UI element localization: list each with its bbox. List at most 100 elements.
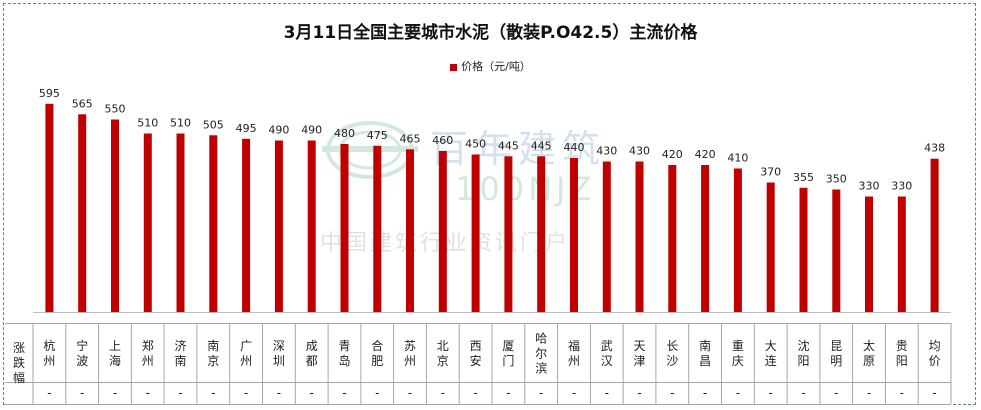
- bar-苏州: [406, 149, 414, 313]
- bar-福州: [570, 158, 578, 312]
- data-label: 495: [236, 122, 257, 135]
- bar-哈尔滨: [537, 156, 546, 313]
- bar-广州: [242, 138, 251, 313]
- bar-贵阳: [897, 196, 906, 312]
- bar-北京: [438, 151, 447, 312]
- table-change-value: -: [310, 386, 314, 400]
- x-tick-label: 杭州: [43, 338, 55, 368]
- table-change-value: -: [441, 386, 445, 400]
- legend: 价格（元/吨）: [0, 58, 981, 74]
- x-tick-label: 太原: [863, 338, 875, 368]
- x-tick-label: 深圳: [273, 339, 285, 368]
- bar-均价: [930, 158, 939, 312]
- table-row-label: 涨跌幅: [13, 340, 25, 385]
- x-tick-label: 武汉: [601, 339, 613, 368]
- data-label: 565: [72, 97, 93, 110]
- x-tick-label: 济南: [174, 338, 186, 368]
- x-tick-label: 昆明: [830, 339, 842, 368]
- x-tick-label: 北京: [437, 339, 449, 368]
- x-tick-label: 上海: [109, 339, 121, 368]
- table-change-value: -: [637, 386, 641, 400]
- bar-天津: [635, 161, 644, 312]
- chart-title: 3月11日全国主要城市水泥（散装P.O42.5）主流价格: [283, 23, 698, 43]
- table-change-value: -: [408, 386, 412, 400]
- x-tick-label: 宁波: [76, 338, 88, 368]
- table-change-value: -: [146, 386, 150, 400]
- data-label: 550: [105, 103, 126, 116]
- bar-重庆: [733, 168, 742, 312]
- data-label: 450: [465, 138, 486, 151]
- bar-上海: [111, 119, 119, 312]
- bar-成都: [307, 140, 316, 312]
- data-label: 410: [727, 152, 748, 165]
- data-label: 430: [629, 145, 650, 158]
- table-change-value: -: [801, 386, 805, 400]
- bar-西安: [471, 154, 480, 312]
- data-label: 440: [564, 141, 585, 154]
- table-change-value: -: [80, 386, 84, 400]
- data-label: 490: [268, 124, 289, 137]
- table-change-value: -: [375, 386, 379, 400]
- bar-郑州: [143, 133, 152, 312]
- data-label: 445: [531, 139, 552, 152]
- data-label: 475: [367, 129, 388, 142]
- data-label: 490: [301, 124, 322, 137]
- x-tick-label: 大连: [765, 339, 777, 368]
- legend-swatch: [450, 63, 458, 71]
- data-label: 370: [760, 166, 781, 179]
- data-label: 350: [826, 173, 847, 186]
- x-tick-label: 长沙: [666, 339, 678, 368]
- x-tick-label: 苏州: [404, 339, 416, 368]
- table-change-value: -: [342, 386, 346, 400]
- table-change-value: -: [834, 386, 838, 400]
- data-label: 420: [662, 148, 683, 161]
- table-change-value: -: [244, 386, 248, 400]
- x-tick-label: 沈阳: [797, 338, 809, 368]
- x-tick-label: 哈尔滨: [535, 332, 547, 376]
- data-label: 595: [39, 87, 60, 100]
- table-change-value: -: [736, 386, 740, 400]
- x-tick-label: 重庆: [732, 339, 744, 368]
- x-tick-label: 郑州: [142, 338, 154, 368]
- table-change-value: -: [211, 386, 215, 400]
- x-tick-label: 厦门: [502, 339, 514, 368]
- x-tick-label: 均价: [929, 339, 941, 368]
- table-change-value: -: [113, 386, 117, 400]
- table-change-value: -: [277, 386, 281, 400]
- bar-合肥: [373, 145, 382, 313]
- legend-label: 价格（元/吨）: [461, 60, 531, 73]
- data-label: 330: [859, 180, 880, 193]
- data-label: 460: [432, 134, 453, 147]
- x-tick-label: 南京: [207, 338, 219, 368]
- table-change-value: -: [769, 386, 773, 400]
- bar-青岛: [340, 144, 349, 312]
- table-change-value: -: [670, 386, 674, 400]
- bar-杭州: [45, 103, 54, 313]
- table-change-value: -: [867, 386, 871, 400]
- x-tick-label: 合肥: [371, 338, 383, 368]
- bar-武汉: [602, 161, 611, 312]
- bar-南京: [209, 135, 218, 313]
- table-change-value: -: [539, 386, 543, 400]
- data-label: 420: [695, 148, 716, 161]
- bar-济南: [176, 133, 185, 312]
- x-tick-label: 天津: [633, 339, 645, 368]
- table-change-value: -: [178, 386, 182, 400]
- data-label: 465: [400, 132, 421, 145]
- data-label: 430: [596, 145, 617, 158]
- data-label: 510: [170, 117, 191, 130]
- bar-大连: [766, 182, 775, 312]
- bar-厦门: [504, 156, 513, 313]
- bar-昆明: [832, 189, 841, 312]
- table-change-value: -: [473, 386, 477, 400]
- table-change-value: -: [506, 386, 510, 400]
- data-label: 510: [137, 117, 158, 130]
- table-change-value: -: [605, 386, 609, 400]
- data-label: 480: [334, 127, 355, 140]
- x-tick-label: 福州: [568, 338, 580, 368]
- bar-南昌: [701, 165, 710, 312]
- x-tick-label: 广州: [240, 339, 252, 368]
- data-label: 355: [793, 171, 814, 184]
- table-change-value: -: [900, 386, 904, 400]
